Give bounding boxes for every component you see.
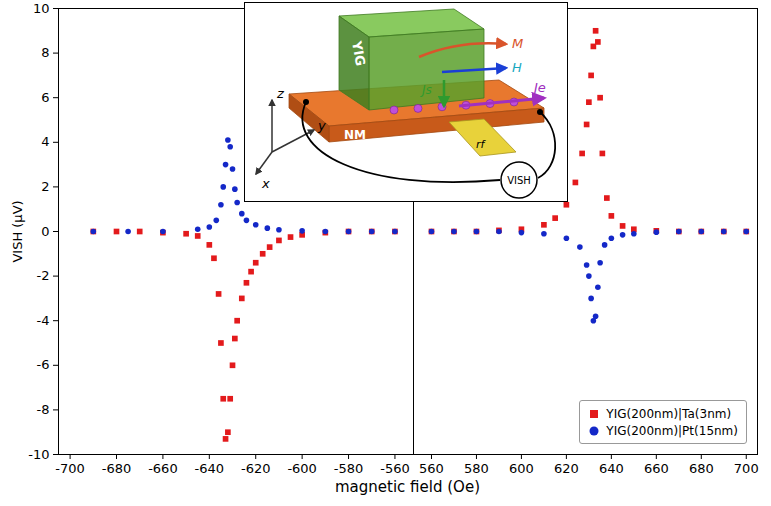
svg-text:-6: -6 (37, 357, 50, 372)
svg-text:660: 660 (644, 461, 669, 476)
svg-text:6: 6 (41, 90, 49, 105)
svg-text:y: y (317, 118, 326, 133)
svg-text:560: 560 (419, 461, 444, 476)
svg-text:-640: -640 (195, 461, 225, 476)
html-text:magnetic field (Oe): magnetic field (Oe) (335, 478, 480, 496)
svg-text:-600: -600 (287, 461, 317, 476)
svg-text:-2: -2 (37, 268, 50, 283)
svg-text:Je: Je (531, 80, 546, 95)
svg-text:-10: -10 (28, 447, 49, 462)
svg-text:VISH: VISH (507, 175, 531, 186)
svg-text:600: 600 (509, 461, 534, 476)
svg-text:Js: Js (420, 83, 432, 97)
svg-text:-560: -560 (380, 461, 410, 476)
svg-text:-4: -4 (37, 313, 50, 328)
svg-text:10: 10 (33, 1, 50, 16)
svg-text:x: x (261, 176, 270, 191)
svg-text:0: 0 (41, 224, 49, 239)
svg-text:-660: -660 (148, 461, 178, 476)
svg-text:580: 580 (464, 461, 489, 476)
svg-text:H: H (512, 60, 522, 75)
svg-text:700: 700 (734, 461, 759, 476)
svg-text:4: 4 (41, 134, 49, 149)
svg-text:NM: NM (344, 128, 366, 142)
svg-text:640: 640 (599, 461, 624, 476)
svg-text:-580: -580 (334, 461, 364, 476)
svg-text:z: z (276, 86, 285, 101)
svg-text:-620: -620 (241, 461, 271, 476)
svg-text:8: 8 (41, 45, 49, 60)
svg-text:2: 2 (41, 179, 49, 194)
svg-text:-8: -8 (37, 402, 50, 417)
svg-text:-700: -700 (55, 461, 85, 476)
svg-text:M: M (512, 36, 523, 51)
svg-text:620: 620 (554, 461, 579, 476)
svg-text:680: 680 (689, 461, 714, 476)
svg-text:rf: rf (476, 138, 487, 151)
svg-text:VISH (μV): VISH (μV) (10, 200, 25, 262)
html-text:YIG(200nm)|Pt(15nm): YIG(200nm)|Pt(15nm) (606, 423, 738, 438)
html-text:YIG(200nm)|Ta(3nm): YIG(200nm)|Ta(3nm) (606, 406, 732, 421)
svg-text:YIG: YIG (349, 39, 368, 67)
svg-text:-680: -680 (102, 461, 132, 476)
